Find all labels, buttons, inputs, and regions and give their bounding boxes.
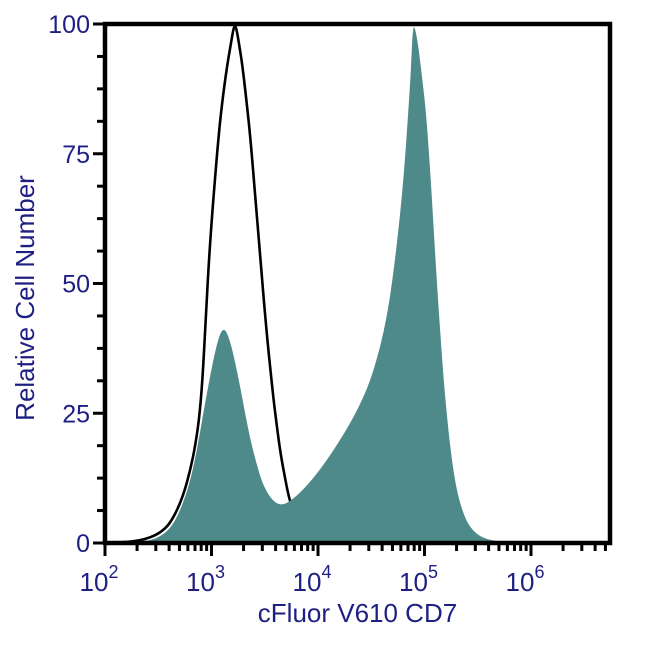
filled-histogram-area bbox=[115, 27, 523, 544]
y-tick-label: 100 bbox=[48, 11, 90, 39]
x-tick-label: 103 bbox=[186, 562, 225, 597]
y-tick-label: 50 bbox=[62, 271, 90, 299]
x-tick-label: 104 bbox=[293, 562, 332, 597]
curves-layer bbox=[107, 24, 523, 545]
x-tick-label: 102 bbox=[80, 562, 119, 597]
x-axis-title: cFluor V610 CD7 bbox=[258, 598, 457, 628]
tick-labels-layer: 102 103 104 105 106 0 25 50 75 100 bbox=[48, 11, 544, 597]
x-tick-label: 105 bbox=[399, 562, 438, 597]
y-tick-label: 75 bbox=[62, 141, 90, 169]
x-tick-label: 106 bbox=[506, 562, 545, 597]
plot-border-box bbox=[102, 21, 613, 546]
y-tick-label: 0 bbox=[76, 530, 90, 558]
y-axis-title: Relative Cell Number bbox=[10, 175, 40, 421]
y-tick-label: 25 bbox=[62, 400, 90, 428]
